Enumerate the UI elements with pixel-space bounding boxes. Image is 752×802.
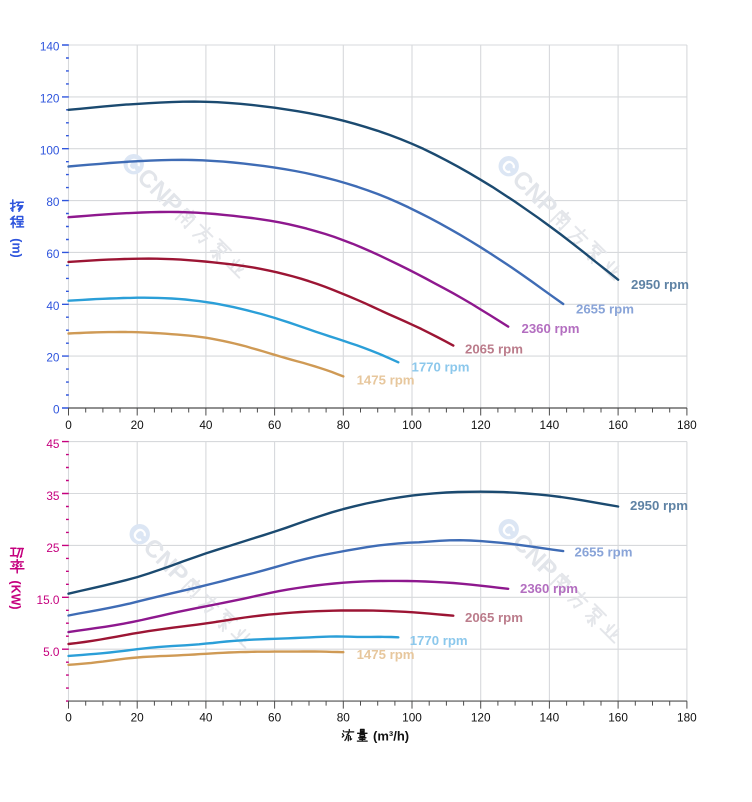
svg-text:100: 100 <box>402 711 422 725</box>
svg-text:140: 140 <box>540 418 560 432</box>
svg-text:15.0: 15.0 <box>37 593 60 607</box>
svg-text:60: 60 <box>268 711 282 725</box>
svg-text:20: 20 <box>131 711 145 725</box>
svg-text:(m³/h): (m³/h) <box>373 728 409 743</box>
svg-text:1475 rpm: 1475 rpm <box>357 647 415 662</box>
svg-text:2950 rpm: 2950 rpm <box>630 498 688 513</box>
svg-text:40: 40 <box>46 299 60 313</box>
svg-text:20: 20 <box>131 418 145 432</box>
svg-text:80: 80 <box>46 195 60 209</box>
svg-text:1475 rpm: 1475 rpm <box>357 372 415 387</box>
svg-text:40: 40 <box>199 711 213 725</box>
svg-text:2360 rpm: 2360 rpm <box>520 581 578 596</box>
svg-text:120: 120 <box>471 711 491 725</box>
svg-text:120: 120 <box>40 92 60 106</box>
svg-text:2950 rpm: 2950 rpm <box>631 277 689 292</box>
svg-text:140: 140 <box>40 40 60 54</box>
svg-text:(KW): (KW) <box>9 580 23 609</box>
svg-text:80: 80 <box>337 418 351 432</box>
svg-text:1770 rpm: 1770 rpm <box>412 359 470 374</box>
svg-text:180: 180 <box>677 418 697 432</box>
svg-text:120: 120 <box>471 418 491 432</box>
svg-text:60: 60 <box>268 418 282 432</box>
svg-text:5.0: 5.0 <box>43 645 60 659</box>
svg-text:1770 rpm: 1770 rpm <box>410 633 468 648</box>
svg-text:100: 100 <box>402 418 422 432</box>
svg-text:40: 40 <box>199 418 213 432</box>
svg-text:100: 100 <box>40 143 60 157</box>
svg-text:25: 25 <box>46 541 60 555</box>
svg-text:0: 0 <box>65 418 72 432</box>
svg-text:2065 rpm: 2065 rpm <box>465 341 523 356</box>
svg-text:35: 35 <box>46 489 60 503</box>
svg-text:140: 140 <box>540 711 560 725</box>
svg-text:160: 160 <box>608 418 628 432</box>
svg-text:2360 rpm: 2360 rpm <box>522 321 580 336</box>
svg-text:(m): (m) <box>10 238 24 257</box>
svg-text:0: 0 <box>53 403 60 417</box>
svg-text:160: 160 <box>608 711 628 725</box>
svg-text:2655 rpm: 2655 rpm <box>576 301 634 316</box>
svg-text:180: 180 <box>677 711 697 725</box>
svg-text:60: 60 <box>46 247 60 261</box>
svg-text:20: 20 <box>46 351 60 365</box>
svg-text:0: 0 <box>65 711 72 725</box>
svg-text:45: 45 <box>46 437 60 451</box>
svg-text:2065 rpm: 2065 rpm <box>465 610 523 625</box>
svg-text:2655 rpm: 2655 rpm <box>575 544 633 559</box>
svg-text:80: 80 <box>337 711 351 725</box>
